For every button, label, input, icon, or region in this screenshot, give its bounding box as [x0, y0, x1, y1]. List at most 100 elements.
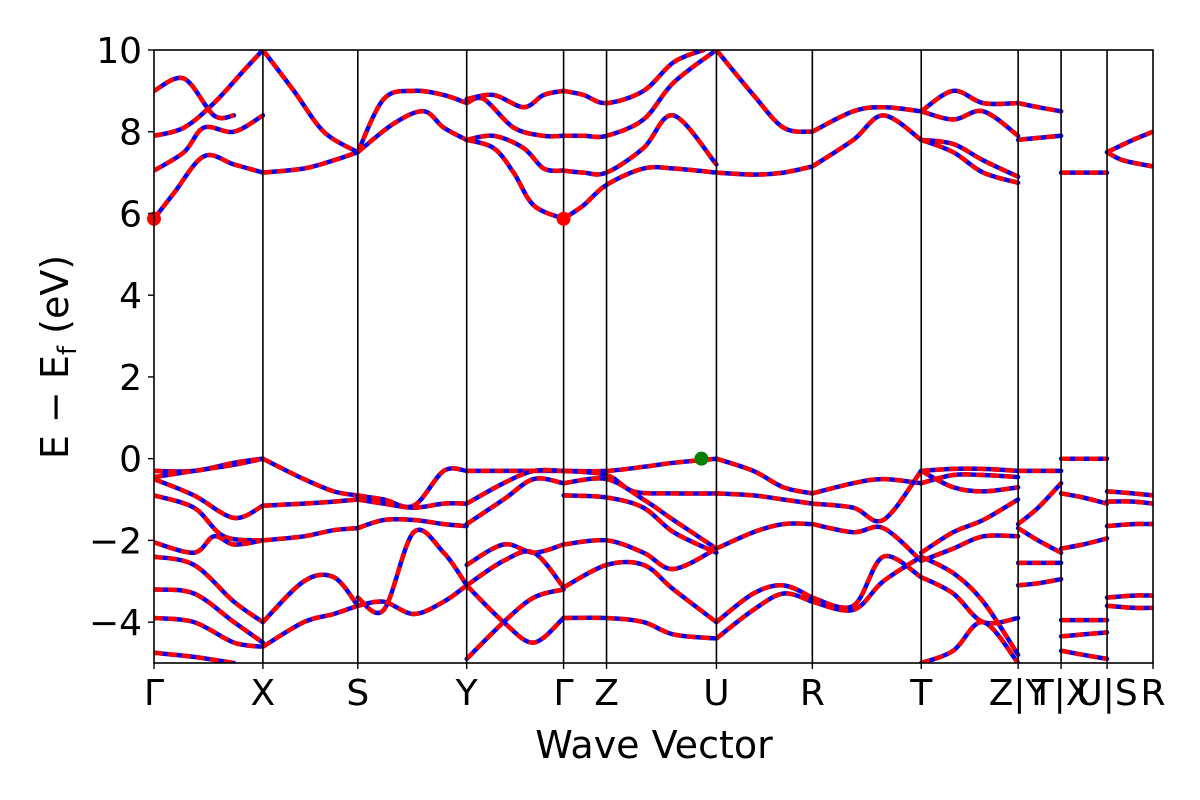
band-lines [154, 50, 1153, 663]
band-line-spin-up [812, 469, 924, 524]
band-line-spin-up [1060, 491, 1108, 506]
band-line-spin-up [154, 587, 265, 645]
band-line-spin-up [466, 88, 565, 110]
band-line-spin-up [716, 491, 813, 506]
band-line-spin-up [1106, 521, 1153, 529]
band-line-spin-up [562, 164, 717, 221]
band-line-spin-up [920, 575, 1019, 626]
band-line-spin-up [811, 554, 923, 613]
band-line-spin-up [465, 95, 564, 139]
x-tick-label: R [800, 673, 825, 714]
y-tick-label: 10 [96, 31, 142, 72]
cbm-marker [556, 211, 571, 226]
band-line-spin-up [154, 152, 264, 221]
band-line-spin-up [262, 497, 359, 508]
band-line-spin-up [356, 527, 469, 616]
band-line-spin-up [1060, 648, 1108, 662]
band-line-spin-up [262, 150, 359, 175]
band-line-spin-up [563, 476, 718, 551]
band-line-spin-up [811, 521, 923, 563]
band-line-spin-down [714, 50, 815, 135]
band-line-spin-up [1016, 526, 1063, 555]
band-line-spin-up [1106, 603, 1153, 611]
band-line-spin-down [561, 476, 719, 551]
x-tick-label: X [251, 673, 276, 714]
y-axis-title: E − Ef (eV) [33, 255, 83, 459]
band-line-spin-up [1017, 576, 1062, 588]
band-line-spin-down [154, 650, 237, 663]
band-line-spin-up [357, 583, 469, 617]
band-line-spin-up [465, 583, 566, 645]
x-axis-ticks: Γ X S Y Γ Z U R T Z|YT|XU|S R [144, 663, 1166, 714]
x-tick-label: Z [594, 673, 619, 714]
band-line-spin-down [464, 467, 566, 506]
band-line-spin-up [154, 50, 265, 138]
band-line-spin-up [1105, 150, 1153, 169]
band-line-spin-up [563, 50, 718, 140]
band-line-spin-up [1017, 100, 1062, 114]
band-line-spin-up [920, 137, 1019, 185]
x-tick-label: Γ [554, 673, 574, 714]
band-line-spin-up [563, 113, 719, 177]
band-line-spin-up [920, 619, 1020, 663]
band-line-spin-up [261, 456, 359, 498]
band-line-spin-up [1106, 499, 1153, 506]
y-tick-label: 0 [119, 440, 142, 481]
y-tick-label: 6 [119, 194, 142, 235]
band-line-spin-up [261, 603, 359, 649]
band-line-spin-up [154, 554, 265, 624]
band-line-spin-up [355, 88, 468, 154]
band-line-spin-down [464, 137, 566, 222]
band-line-spin-up [154, 534, 264, 555]
band-line-spin-up [811, 113, 923, 169]
band-line-spin-up [154, 113, 265, 173]
band-line-spin-up [919, 497, 1020, 555]
band-line-spin-up [465, 476, 565, 526]
y-tick-label: 8 [119, 113, 142, 154]
band-line-spin-up [154, 493, 264, 543]
band-line-spin-up [261, 50, 359, 155]
band-line-spin-down [154, 113, 266, 173]
band-line-spin-up [716, 164, 813, 177]
band-line-spin-up [920, 137, 1020, 179]
band-line-spin-down [154, 152, 266, 222]
band-line-spin-up [466, 133, 564, 174]
band-line-spin-down [561, 468, 719, 496]
x-tick-label: Z|Y [989, 673, 1049, 714]
band-line-spin-up [920, 533, 1019, 563]
kpoint-gridlines [262, 50, 1108, 663]
band-line-spin-down [154, 587, 266, 645]
band-line-spin-up [1060, 630, 1108, 639]
band-line-spin-up [154, 650, 235, 663]
band-line-spin-up [465, 467, 564, 506]
y-tick-label: −2 [89, 521, 142, 562]
band-line-spin-up [1106, 129, 1153, 155]
band-line-spin-up [154, 456, 264, 480]
y-tick-label: 4 [119, 276, 142, 317]
y-tick-label: 2 [119, 358, 142, 399]
band-line-spin-up [715, 583, 814, 624]
plot-frame [153, 49, 1154, 664]
x-tick-label: Y [455, 673, 479, 714]
band-line-spin-up [154, 75, 235, 121]
band-line-spin-up [919, 88, 1019, 114]
band-line-spin-down [464, 476, 566, 527]
y-axis-ticks: −4 −2 0 2 4 6 8 10 [89, 31, 154, 644]
band-line-spin-up [811, 476, 922, 496]
band-line-spin-up [1060, 536, 1108, 551]
x-axis-title: Wave Vector [535, 723, 773, 767]
band-line-spin-up [1106, 489, 1153, 498]
y-tick-label: −4 [89, 603, 142, 644]
band-line-spin-up [715, 521, 813, 551]
band-line-spin-down [561, 559, 719, 625]
band-line-spin-up [261, 572, 360, 624]
band-line-spin-up [920, 468, 1019, 494]
band-line-spin-up [563, 537, 718, 572]
x-tick-label: R [1140, 673, 1165, 714]
band-line-spin-up [465, 542, 565, 567]
band-line-spin-up [921, 466, 1019, 474]
band-line-spin-up [154, 615, 264, 649]
band-line-spin-up [357, 516, 467, 531]
band-line-spin-up [563, 493, 718, 555]
